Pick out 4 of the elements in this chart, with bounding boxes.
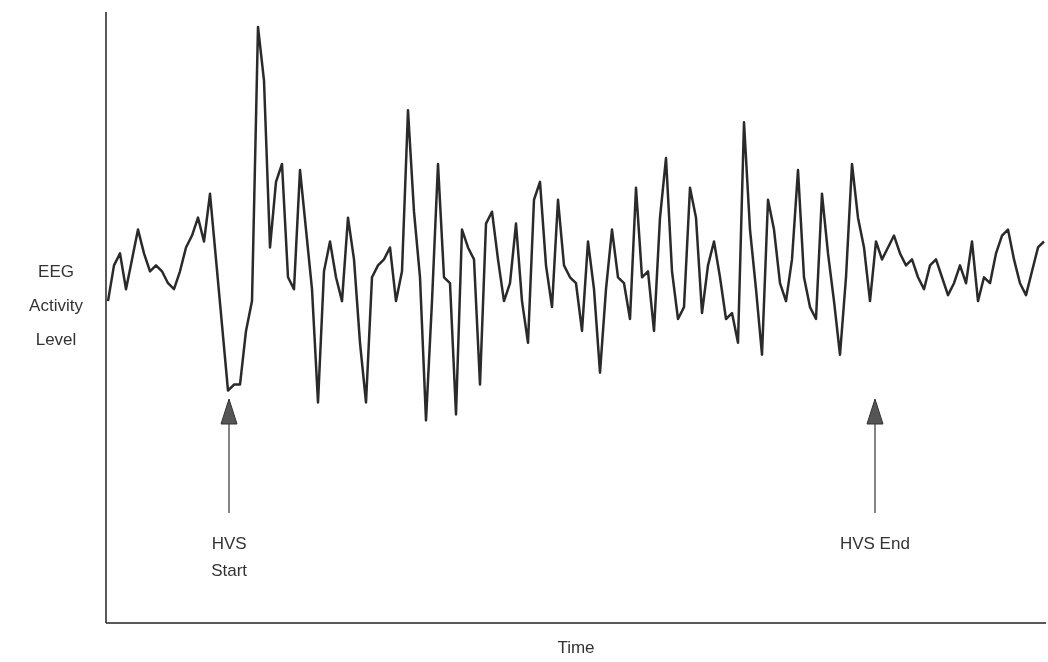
x-axis-title: Time: [556, 638, 596, 658]
annotation: HVS Start: [210, 533, 249, 582]
annotation: HVS End: [839, 533, 910, 555]
y-axis-title: EEG Activity Level: [28, 261, 84, 351]
